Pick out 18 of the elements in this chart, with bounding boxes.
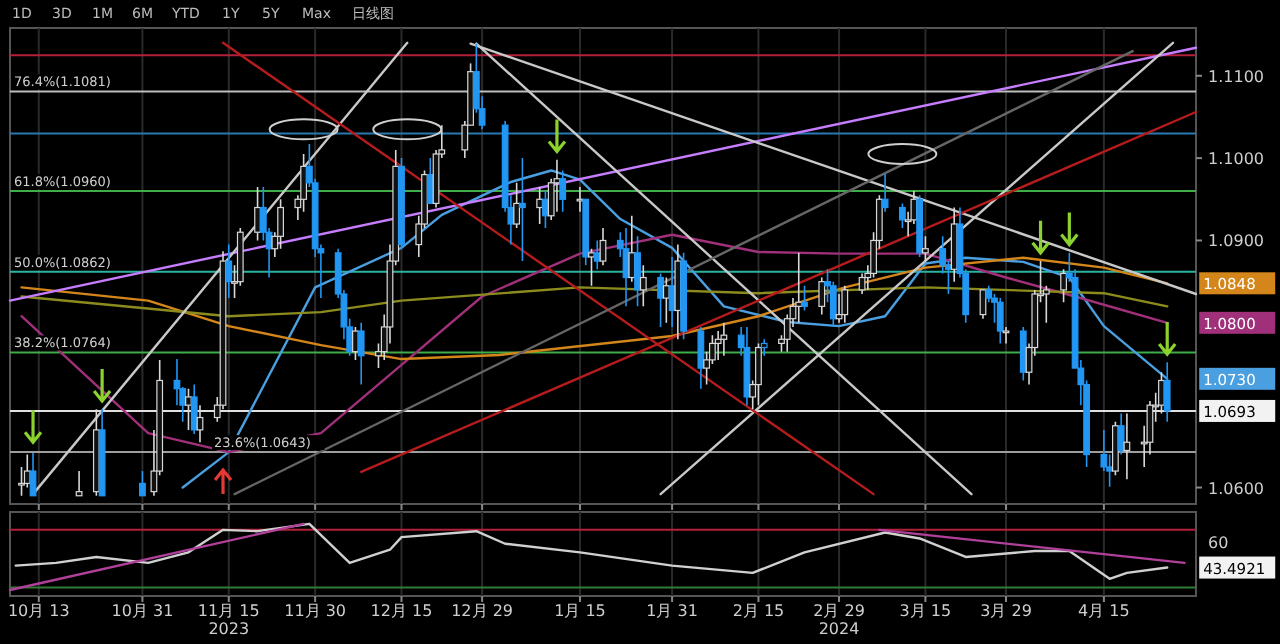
x-tick-label: 12月 15 (370, 602, 433, 620)
x-tick-label: 3月 29 (980, 602, 1032, 620)
x-tick-label: 1月 15 (554, 602, 606, 620)
text: 60 (1208, 534, 1229, 552)
y-tick-label: 1.1000 (1208, 150, 1264, 169)
x-tick-label: 11月 15 2023 (197, 602, 260, 638)
y-tick-label: 1.1100 (1208, 67, 1264, 86)
x-tick-label: 4月 15 (1078, 602, 1130, 620)
x-tick-label: 2月 15 (732, 602, 785, 620)
x-tick-label: 2月 29 2024 (813, 602, 865, 638)
x-tick-label: 1月 31 (646, 602, 698, 620)
y-tick-label: 1.0900 (1208, 232, 1264, 251)
y-tick-label: 1.0600 (1208, 479, 1264, 498)
x-tick-label: 10月 31 (111, 602, 174, 620)
x-tick-label: 11月 30 (284, 602, 347, 620)
x-tick-label: 12月 29 (451, 602, 513, 620)
x-tick-label: 10月 13 (7, 602, 70, 620)
x-tick-label: 3月 15 (899, 602, 952, 620)
